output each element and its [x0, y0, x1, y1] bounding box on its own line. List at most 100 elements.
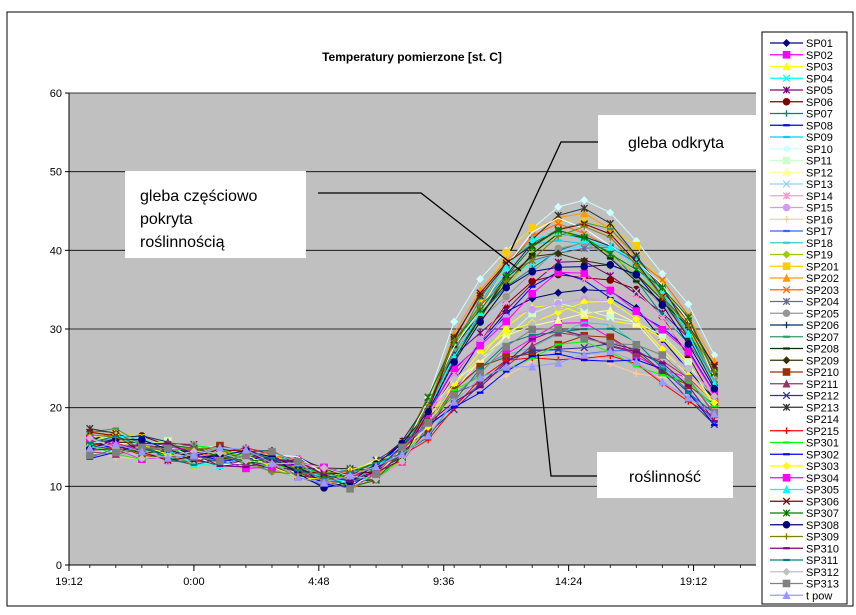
data-point [632, 340, 641, 349]
data-point [658, 325, 667, 334]
legend-label: SP09 [806, 132, 833, 144]
data-point [528, 243, 536, 251]
data-point [502, 327, 511, 336]
legend-item: SP04 [770, 73, 833, 85]
legend-swatch-marker [782, 262, 791, 271]
legend-swatch-marker [782, 250, 791, 259]
data-point [372, 470, 380, 479]
data-point [216, 456, 224, 465]
legend-label: SP206 [806, 320, 839, 332]
data-point [580, 196, 589, 205]
y-tick-label: 20 [50, 403, 62, 415]
data-point [242, 465, 250, 468]
data-point [685, 391, 692, 394]
legend-swatch-marker [782, 579, 791, 588]
data-point [580, 269, 589, 278]
y-tick-label: 50 [50, 167, 62, 179]
data-point [320, 477, 328, 480]
legend-swatch-marker [782, 191, 791, 200]
data-point [371, 462, 381, 471]
legend-label: SP16 [806, 214, 833, 226]
legend-item: SP303 [770, 461, 839, 473]
data-point [606, 219, 615, 228]
data-point [502, 342, 510, 351]
legend-item: SP03 [770, 62, 833, 74]
annotation-partial-cover: gleba częściowo pokryta roślinnością [140, 188, 258, 251]
data-point [554, 202, 563, 211]
legend-label: SP302 [806, 449, 839, 461]
data-point [606, 227, 614, 230]
x-tick-label: 19:12 [55, 576, 83, 588]
legend-label: SP303 [806, 461, 839, 473]
data-point [685, 322, 692, 330]
data-point [684, 300, 693, 309]
legend-box [761, 31, 848, 605]
legend-label: SP12 [806, 167, 833, 179]
data-point [580, 303, 589, 312]
data-point [528, 256, 536, 263]
legend-label: SP214 [806, 414, 839, 426]
data-point [659, 363, 666, 367]
legend-label: SP07 [806, 109, 833, 121]
y-tick-label: 60 [50, 88, 62, 100]
data-point [606, 346, 615, 355]
legend-swatch-marker [782, 156, 791, 165]
legend-item: SP09 [770, 132, 833, 144]
data-point [684, 364, 693, 373]
data-point [684, 329, 693, 338]
legend-label: SP202 [806, 273, 839, 285]
data-point [450, 317, 459, 326]
data-point [476, 373, 485, 382]
legend-label: SP19 [806, 250, 833, 262]
legend-label: SP14 [806, 191, 833, 203]
legend-label: SP04 [806, 73, 833, 85]
data-point [711, 423, 718, 427]
legend-item: SP305 [770, 485, 839, 497]
legend-label: SP11 [806, 156, 832, 168]
data-point [711, 368, 718, 376]
data-point [111, 439, 120, 448]
data-point [345, 471, 355, 480]
data-point [711, 419, 718, 423]
legend-label: SP213 [806, 402, 839, 414]
data-point [684, 374, 693, 383]
legend-item: SP19 [770, 250, 833, 262]
data-point [476, 289, 484, 297]
data-point [528, 362, 537, 371]
data-point [710, 409, 719, 418]
data-point [580, 334, 589, 343]
data-point [554, 211, 562, 220]
data-point [476, 318, 484, 326]
data-point [606, 339, 615, 348]
data-point [684, 313, 693, 322]
data-point [398, 443, 406, 452]
data-point [424, 401, 432, 409]
data-point [476, 353, 485, 362]
data-point [580, 285, 589, 294]
legend-swatch-marker [783, 335, 790, 338]
data-point [112, 427, 120, 430]
data-point [528, 289, 537, 298]
data-point [632, 348, 641, 358]
data-point [476, 367, 484, 370]
data-point [189, 450, 199, 459]
data-point [684, 347, 693, 356]
data-point [320, 463, 329, 472]
data-point [86, 441, 94, 444]
legend-item: SP18 [770, 238, 833, 250]
data-point [112, 448, 120, 457]
data-point [632, 285, 641, 294]
data-point [659, 361, 666, 364]
data-point [268, 468, 276, 476]
data-point [502, 372, 510, 380]
data-point [606, 333, 615, 342]
legend-label: SP201 [806, 261, 839, 273]
legend-swatch-marker [782, 356, 791, 365]
data-point [580, 223, 588, 230]
legend-item: SP211 [770, 379, 838, 391]
data-point [554, 303, 563, 312]
data-point [450, 375, 459, 384]
data-point [164, 444, 172, 453]
data-point [606, 242, 615, 251]
data-point [215, 443, 225, 452]
